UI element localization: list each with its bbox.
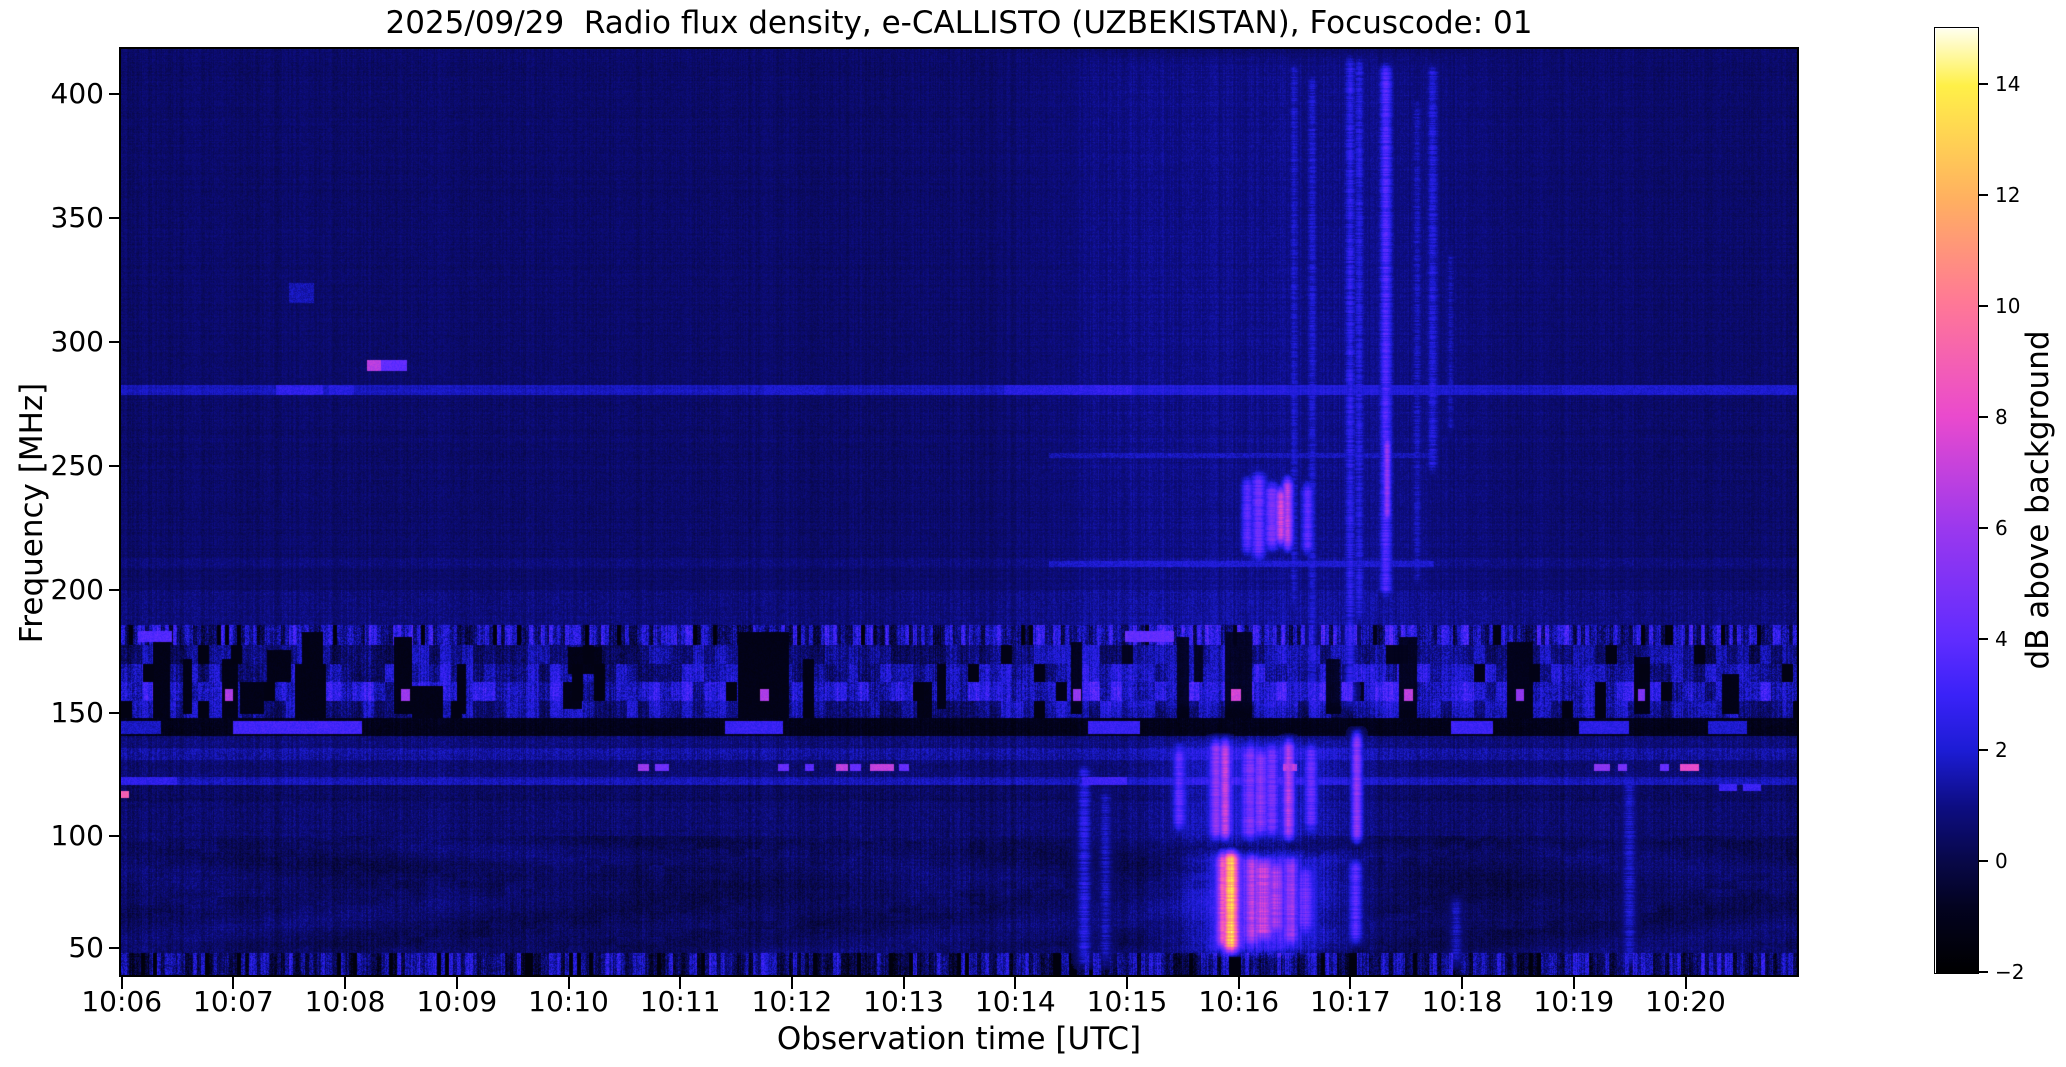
colorbar-tick-mark — [1979, 415, 1988, 418]
x-tick-label: 10:17 — [1310, 985, 1391, 1018]
x-tick-mark — [1684, 977, 1687, 989]
colorbar-label: dB above background — [2020, 330, 2056, 670]
y-tick-label: 400 — [50, 77, 104, 110]
x-tick-label: 10:06 — [81, 985, 163, 1018]
colorbar-tick-mark — [1979, 526, 1988, 529]
colorbar-tick-label: 6 — [1995, 515, 2008, 540]
x-tick-mark — [455, 977, 458, 989]
x-tick-mark — [567, 977, 570, 989]
plot-border — [119, 47, 1799, 977]
y-tick-mark — [109, 217, 121, 219]
x-tick-mark — [679, 977, 682, 989]
y-tick-mark — [109, 465, 121, 467]
y-tick-mark — [109, 835, 121, 837]
x-axis-label: Observation time [UTC] — [776, 1021, 1142, 1057]
x-tick-mark — [902, 977, 905, 989]
x-tick-label: 10:13 — [863, 985, 944, 1018]
y-tick-label: 100 — [50, 819, 104, 852]
x-tick-label: 10:08 — [304, 985, 386, 1018]
x-tick-label: 10:18 — [1421, 985, 1503, 1018]
y-tick-mark — [109, 589, 121, 591]
y-tick-label: 150 — [50, 696, 104, 729]
x-tick-mark — [790, 977, 793, 989]
x-tick-mark — [1014, 977, 1017, 989]
y-tick-mark — [109, 712, 121, 714]
colorbar-tick-mark — [1979, 748, 1988, 751]
colorbar-tick-label: −2 — [1995, 960, 2025, 984]
colorbar-tick-mark — [1979, 304, 1988, 307]
colorbar-tick-label: 4 — [1995, 626, 2008, 651]
x-tick-mark — [344, 977, 347, 989]
x-tick-label: 10:10 — [528, 985, 609, 1018]
y-tick-mark — [109, 341, 121, 343]
colorbar-tick-label: 8 — [1995, 404, 2008, 429]
x-tick-mark — [120, 977, 123, 989]
x-tick-mark — [1126, 977, 1128, 989]
y-tick-label: 350 — [50, 201, 104, 234]
x-tick-label: 10:20 — [1645, 985, 1726, 1018]
colorbar-tick-mark — [1979, 637, 1988, 640]
x-tick-label: 10:09 — [416, 985, 498, 1018]
x-tick-label: 10:11 — [639, 985, 721, 1018]
x-tick-label: 10:16 — [1198, 985, 1280, 1018]
colorbar-tick-label: 0 — [1995, 848, 2008, 873]
colorbar-tick-mark — [1979, 859, 1988, 862]
y-tick-mark — [109, 947, 121, 949]
colorbar-tick-label: 14 — [1995, 71, 2021, 96]
x-tick-label: 10:07 — [193, 985, 274, 1018]
x-tick-mark — [1461, 977, 1464, 989]
x-tick-label: 10:12 — [751, 985, 833, 1018]
colorbar-tick-label: 2 — [1995, 737, 2008, 762]
y-tick-label: 300 — [50, 325, 104, 358]
y-tick-label: 50 — [68, 931, 104, 964]
x-tick-mark — [1572, 977, 1575, 989]
x-tick-mark — [232, 977, 235, 989]
colorbar — [1934, 27, 1979, 974]
x-tick-label: 10:15 — [1086, 985, 1168, 1018]
x-tick-mark — [1237, 977, 1240, 989]
y-tick-mark — [109, 93, 121, 95]
colorbar-tick-label: 12 — [1995, 182, 2021, 207]
colorbar-tick-mark — [1979, 193, 1988, 196]
colorbar-gradient — [1935, 28, 1978, 973]
colorbar-tick-mark — [1979, 82, 1988, 85]
x-tick-label: 10:14 — [974, 985, 1056, 1018]
y-tick-label: 200 — [50, 573, 104, 606]
chart-title: 2025/09/29 Radio flux density, e-CALLIST… — [385, 5, 1533, 41]
x-tick-label: 10:19 — [1533, 985, 1615, 1018]
spectrogram-plot — [121, 49, 1797, 975]
colorbar-tick-mark — [1979, 971, 1988, 973]
y-tick-label: 250 — [50, 449, 104, 482]
colorbar-tick-label: 10 — [1995, 293, 2021, 318]
x-tick-mark — [1349, 977, 1352, 989]
